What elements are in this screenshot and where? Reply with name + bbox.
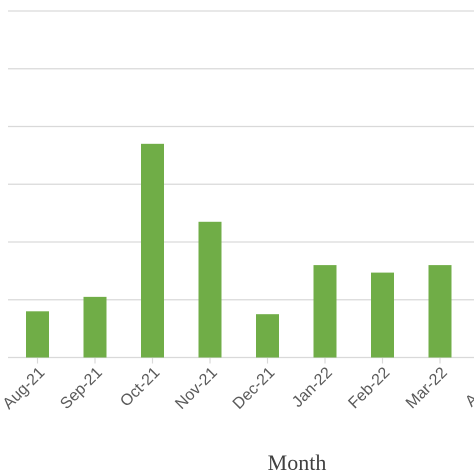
x-tick-label: Feb-22 [345, 364, 393, 412]
x-tick-label: Mar-22 [403, 364, 451, 412]
gridlines [8, 10, 474, 364]
bars [26, 143, 452, 358]
x-tick-label: Jan-22 [289, 364, 336, 411]
bar-feb-22 [371, 272, 394, 358]
bar-aug-21 [26, 311, 49, 358]
x-tick-label: Sep-21 [57, 364, 106, 413]
bar-oct-21 [141, 143, 164, 358]
x-axis-title: Month [268, 450, 327, 474]
x-tick-labels: Aug-21 Sep-21 Oct-21 Nov-21 Dec-21 Jan-22 Feb-… [0, 364, 474, 413]
bar-mar-22 [428, 265, 452, 358]
x-tick-label: Apr-22 [462, 364, 474, 410]
bar-nov-21 [198, 221, 222, 358]
x-tick-label: Oct-21 [117, 364, 163, 410]
bar-dec-21 [256, 314, 279, 358]
bar-sep-21 [83, 296, 107, 358]
bar-jan-22 [313, 265, 337, 358]
x-tick-label: Nov-21 [172, 364, 221, 413]
x-tick-label: Aug-21 [0, 364, 48, 413]
x-tick-label: Dec-21 [230, 364, 279, 413]
